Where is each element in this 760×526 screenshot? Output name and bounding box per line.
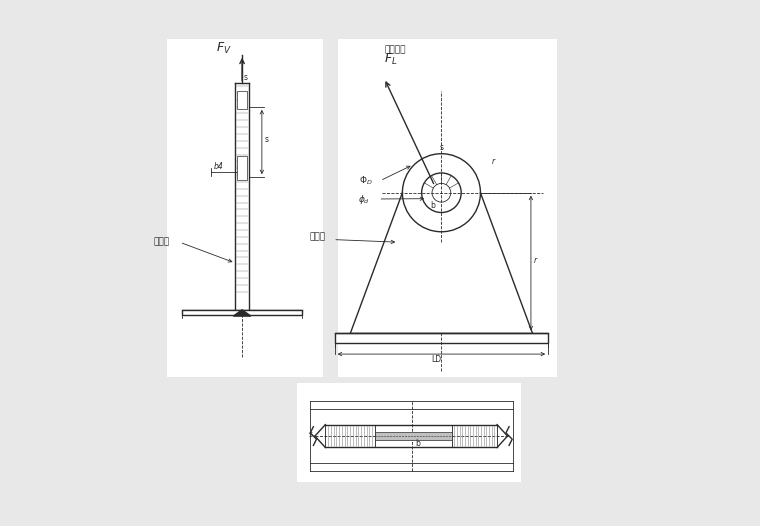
Text: $F_L$: $F_L$: [384, 52, 397, 67]
Text: r: r: [534, 256, 537, 265]
Bar: [338, 39, 557, 378]
Bar: [166, 39, 323, 378]
Text: s: s: [243, 73, 247, 82]
Text: $F_V$: $F_V$: [216, 41, 232, 56]
Text: b: b: [416, 439, 420, 448]
Bar: [182, 310, 302, 315]
Text: s: s: [308, 430, 312, 439]
Text: 吊拉方向: 吊拉方向: [384, 45, 406, 54]
Bar: [237, 156, 247, 180]
Polygon shape: [233, 310, 251, 316]
Text: $\phi_d$: $\phi_d$: [358, 193, 369, 206]
Text: $\Phi_D$: $\Phi_D$: [359, 175, 373, 187]
Bar: [296, 383, 521, 482]
Bar: [237, 91, 247, 109]
Text: 吊耳板: 吊耳板: [154, 238, 169, 247]
Text: s: s: [264, 135, 268, 144]
Bar: [334, 333, 548, 342]
Text: 吊耳板: 吊耳板: [310, 232, 326, 241]
Text: r: r: [492, 157, 495, 166]
Text: LD: LD: [431, 355, 442, 364]
Text: s: s: [440, 143, 444, 151]
Text: b4: b4: [214, 163, 223, 171]
Bar: [375, 432, 452, 440]
Text: b: b: [430, 201, 435, 210]
